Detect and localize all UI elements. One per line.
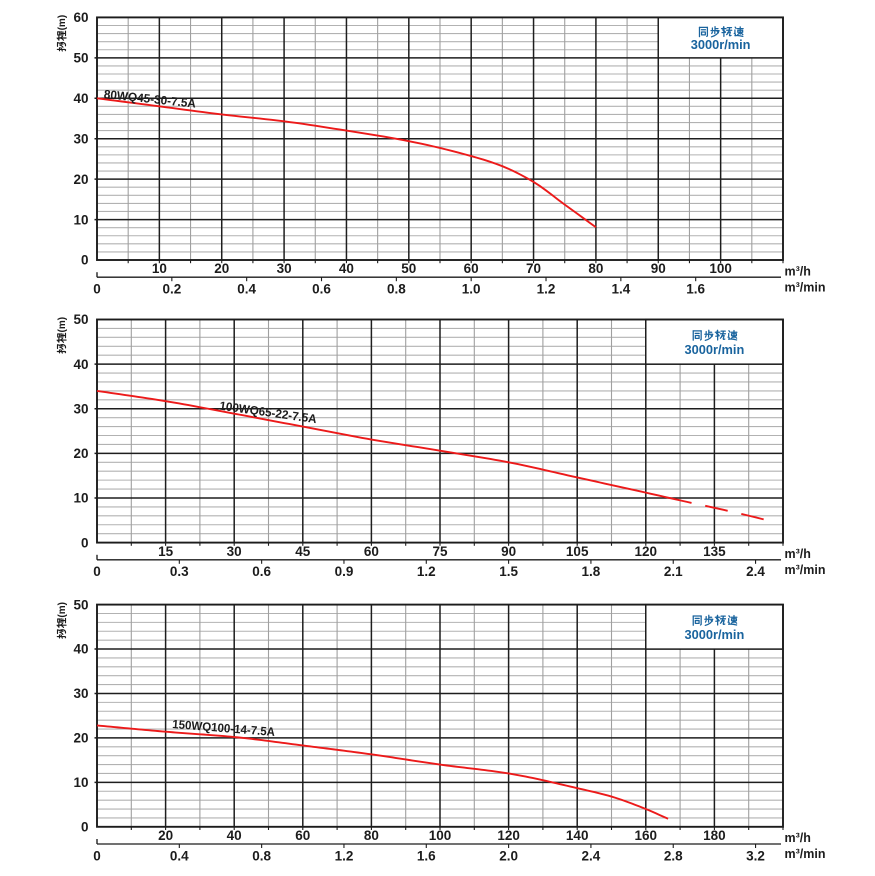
svg-text:40: 40 — [73, 642, 88, 657]
svg-text:60: 60 — [295, 828, 310, 843]
svg-text:1.5: 1.5 — [499, 564, 518, 579]
svg-text:45: 45 — [295, 544, 311, 559]
svg-text:m³/h: m³/h — [785, 264, 811, 278]
svg-text:20: 20 — [73, 731, 88, 746]
svg-text:50: 50 — [73, 597, 88, 612]
svg-text:0.6: 0.6 — [312, 282, 331, 297]
svg-text:30: 30 — [277, 261, 292, 276]
svg-text:100: 100 — [429, 828, 452, 843]
svg-text:60: 60 — [464, 261, 479, 276]
svg-text:140: 140 — [566, 828, 589, 843]
svg-text:50: 50 — [401, 261, 416, 276]
svg-text:15: 15 — [158, 544, 174, 559]
svg-text:10: 10 — [73, 775, 88, 790]
svg-text:20: 20 — [73, 172, 88, 187]
svg-text:1.6: 1.6 — [686, 282, 705, 297]
svg-text:10: 10 — [73, 212, 88, 227]
svg-text:20: 20 — [158, 828, 173, 843]
svg-text:2.4: 2.4 — [582, 848, 601, 863]
svg-text:0.8: 0.8 — [252, 848, 271, 863]
svg-text:0.9: 0.9 — [335, 564, 354, 579]
svg-text:120: 120 — [635, 544, 658, 559]
svg-text:1.2: 1.2 — [417, 564, 436, 579]
svg-text:1.4: 1.4 — [611, 282, 630, 297]
svg-text:1.2: 1.2 — [537, 282, 556, 297]
svg-text:0: 0 — [93, 564, 101, 579]
svg-text:120: 120 — [497, 828, 520, 843]
svg-text:3000r/min: 3000r/min — [685, 627, 745, 642]
svg-text:180: 180 — [703, 828, 726, 843]
svg-text:0: 0 — [93, 282, 101, 297]
svg-text:50: 50 — [73, 51, 88, 66]
svg-text:40: 40 — [73, 357, 88, 372]
svg-text:20: 20 — [73, 446, 88, 461]
svg-text:m³/min: m³/min — [785, 847, 826, 861]
svg-text:1.8: 1.8 — [582, 564, 601, 579]
svg-text:0: 0 — [93, 848, 101, 863]
svg-text:70: 70 — [526, 261, 541, 276]
svg-text:m³/h: m³/h — [785, 831, 811, 845]
svg-text:10: 10 — [73, 491, 88, 506]
svg-text:(m): (m) — [57, 602, 68, 618]
svg-text:(m): (m) — [57, 317, 68, 333]
svg-text:3.2: 3.2 — [746, 848, 765, 863]
svg-text:3000r/min: 3000r/min — [691, 37, 751, 52]
svg-text:3000r/min: 3000r/min — [685, 342, 745, 357]
svg-text:0.3: 0.3 — [170, 564, 189, 579]
svg-text:2.4: 2.4 — [746, 564, 765, 579]
svg-text:30: 30 — [73, 131, 88, 146]
svg-text:2.1: 2.1 — [664, 564, 683, 579]
svg-text:0.2: 0.2 — [162, 282, 181, 297]
svg-text:40: 40 — [339, 261, 354, 276]
svg-text:90: 90 — [651, 261, 666, 276]
svg-text:0: 0 — [81, 253, 89, 268]
svg-text:30: 30 — [73, 401, 88, 416]
svg-text:0.8: 0.8 — [387, 282, 406, 297]
svg-text:0.4: 0.4 — [237, 282, 256, 297]
svg-text:60: 60 — [73, 10, 88, 25]
svg-text:40: 40 — [73, 91, 88, 106]
svg-text:100: 100 — [709, 261, 732, 276]
svg-text:1.2: 1.2 — [335, 848, 354, 863]
svg-text:40: 40 — [227, 828, 242, 843]
svg-text:0.6: 0.6 — [252, 564, 271, 579]
svg-text:10: 10 — [152, 261, 167, 276]
svg-text:30: 30 — [227, 544, 242, 559]
svg-text:20: 20 — [214, 261, 229, 276]
svg-text:135: 135 — [703, 544, 726, 559]
svg-text:105: 105 — [566, 544, 589, 559]
svg-text:30: 30 — [73, 686, 88, 701]
svg-text:0: 0 — [81, 535, 89, 550]
svg-text:m³/min: m³/min — [785, 563, 826, 577]
svg-text:2.0: 2.0 — [499, 848, 518, 863]
svg-text:0: 0 — [81, 820, 89, 835]
svg-text:0.4: 0.4 — [170, 848, 189, 863]
svg-text:2.8: 2.8 — [664, 848, 683, 863]
svg-text:50: 50 — [73, 312, 88, 327]
svg-text:75: 75 — [432, 544, 448, 559]
svg-text:(m): (m) — [57, 15, 68, 31]
svg-text:60: 60 — [364, 544, 379, 559]
svg-text:1.6: 1.6 — [417, 848, 436, 863]
svg-text:90: 90 — [501, 544, 516, 559]
svg-text:80: 80 — [364, 828, 379, 843]
svg-text:m³/h: m³/h — [785, 547, 811, 561]
svg-text:80: 80 — [588, 261, 603, 276]
svg-text:160: 160 — [635, 828, 658, 843]
svg-text:1.0: 1.0 — [462, 282, 481, 297]
svg-text:m³/min: m³/min — [785, 280, 826, 294]
